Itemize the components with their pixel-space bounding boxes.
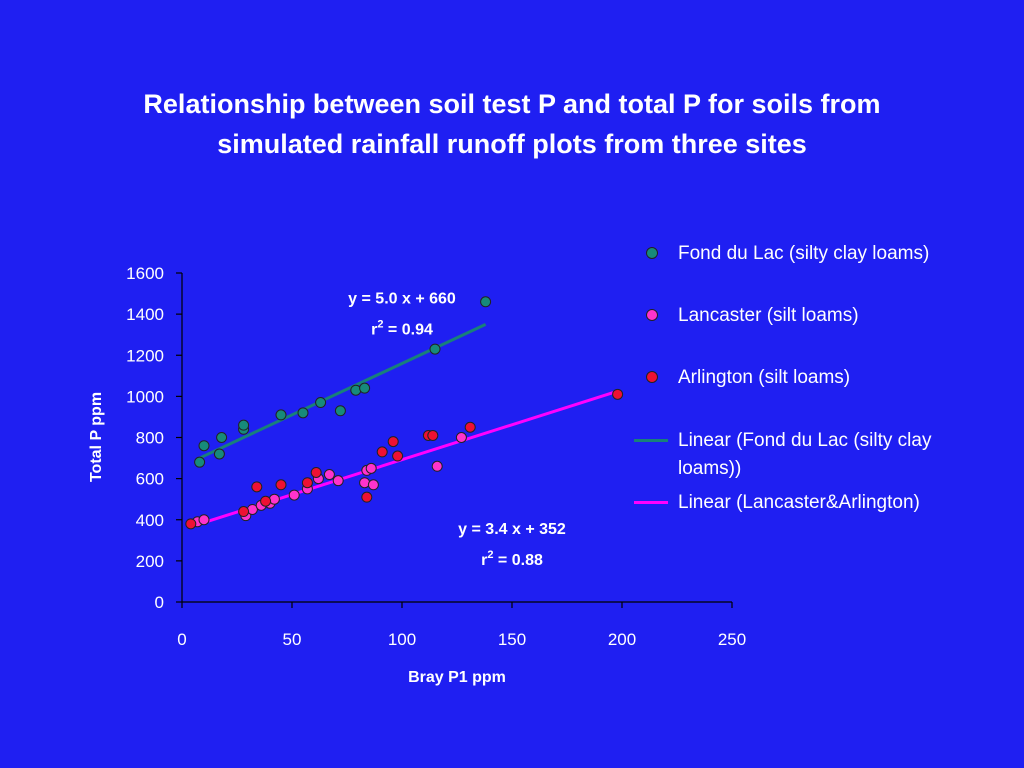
r-squared-prefix: r: [371, 322, 377, 339]
r-squared-value: = 0.88: [493, 552, 542, 569]
y-tick-label: 1000: [126, 387, 164, 406]
data-point: [301, 477, 313, 489]
data-point: [216, 432, 228, 443]
y-tick-label: 1200: [126, 346, 164, 365]
data-point: [367, 479, 379, 491]
data-point: [429, 343, 441, 355]
data-point: [361, 491, 373, 503]
slide-title-line-1: Relationship between soil test P and tot…: [143, 89, 881, 119]
data-point: [464, 421, 476, 433]
data-point: [480, 296, 492, 308]
data-point: [332, 475, 344, 487]
data-point: [392, 450, 404, 462]
data-point: [198, 440, 210, 452]
slide-title-line-2: simulated rainfall runoff plots from thr…: [217, 129, 807, 159]
data-point: [288, 489, 300, 501]
data-point: [431, 460, 443, 472]
legend-label: Lancaster (silt loams): [678, 305, 859, 326]
trendline: [198, 323, 487, 460]
y-tick-label: 600: [136, 470, 164, 489]
data-point: [251, 481, 263, 493]
data-point: [213, 448, 225, 460]
r-squared-prefix: r: [481, 552, 487, 569]
data-point: [238, 506, 250, 518]
r-squared-value: = 0.94: [383, 322, 432, 339]
regression-equation: y = 5.0 x + 660: [348, 291, 456, 308]
x-tick-label: 50: [283, 630, 302, 649]
x-tick-label: 0: [177, 630, 186, 649]
r-squared-exponent: 2: [487, 549, 493, 561]
y-tick-label: 1400: [126, 305, 164, 324]
data-point: [275, 479, 287, 491]
legend-line-icon: [634, 501, 668, 504]
y-tick-label: 800: [136, 429, 164, 448]
legend-label: Linear (Lancaster&Arlington): [678, 492, 920, 513]
data-point: [612, 388, 624, 400]
data-point: [310, 466, 322, 478]
legend-dot-icon: [646, 247, 658, 259]
data-point: [297, 407, 309, 419]
data-point: [275, 409, 287, 421]
data-point: [334, 405, 346, 417]
y-tick-label: 200: [136, 552, 164, 571]
legend-dot-icon: [646, 309, 658, 321]
x-axis-label: Bray P1 ppm: [408, 669, 506, 686]
data-point: [238, 419, 250, 431]
data-point: [194, 456, 206, 468]
legend-dot-icon: [646, 371, 658, 383]
x-tick-label: 100: [388, 630, 416, 649]
x-tick-label: 200: [608, 630, 636, 649]
legend-label: Fond du Lac (silty clay loams): [678, 243, 930, 264]
r-squared-label: r2 = 0.88: [481, 549, 543, 569]
data-point: [323, 469, 335, 481]
regression-equation: y = 3.4 x + 352: [458, 521, 566, 538]
data-point: [260, 495, 272, 507]
legend-line-icon: [634, 439, 668, 442]
data-point: [185, 518, 197, 530]
data-point: [387, 436, 399, 448]
data-point: [455, 432, 467, 443]
legend-label: Linear (Fond du Lac (silty clay loams)): [678, 430, 932, 479]
x-tick-label: 250: [718, 630, 746, 649]
data-point: [315, 397, 327, 409]
data-point: [365, 462, 377, 474]
data-point: [359, 382, 371, 394]
data-point: [427, 429, 439, 441]
y-axis-label: Total P ppm: [88, 392, 105, 482]
data-point: [376, 446, 388, 458]
r-squared-label: r2 = 0.94: [371, 319, 433, 339]
data-point: [198, 514, 210, 526]
y-tick-label: 400: [136, 511, 164, 530]
slide-title: Relationship between soil test P and tot…: [0, 84, 1024, 164]
r-squared-exponent: 2: [377, 319, 383, 331]
x-tick-label: 150: [498, 630, 526, 649]
y-tick-label: 1600: [126, 264, 164, 283]
y-tick-label: 0: [155, 593, 164, 612]
legend-label: Arlington (silt loams): [678, 367, 851, 388]
